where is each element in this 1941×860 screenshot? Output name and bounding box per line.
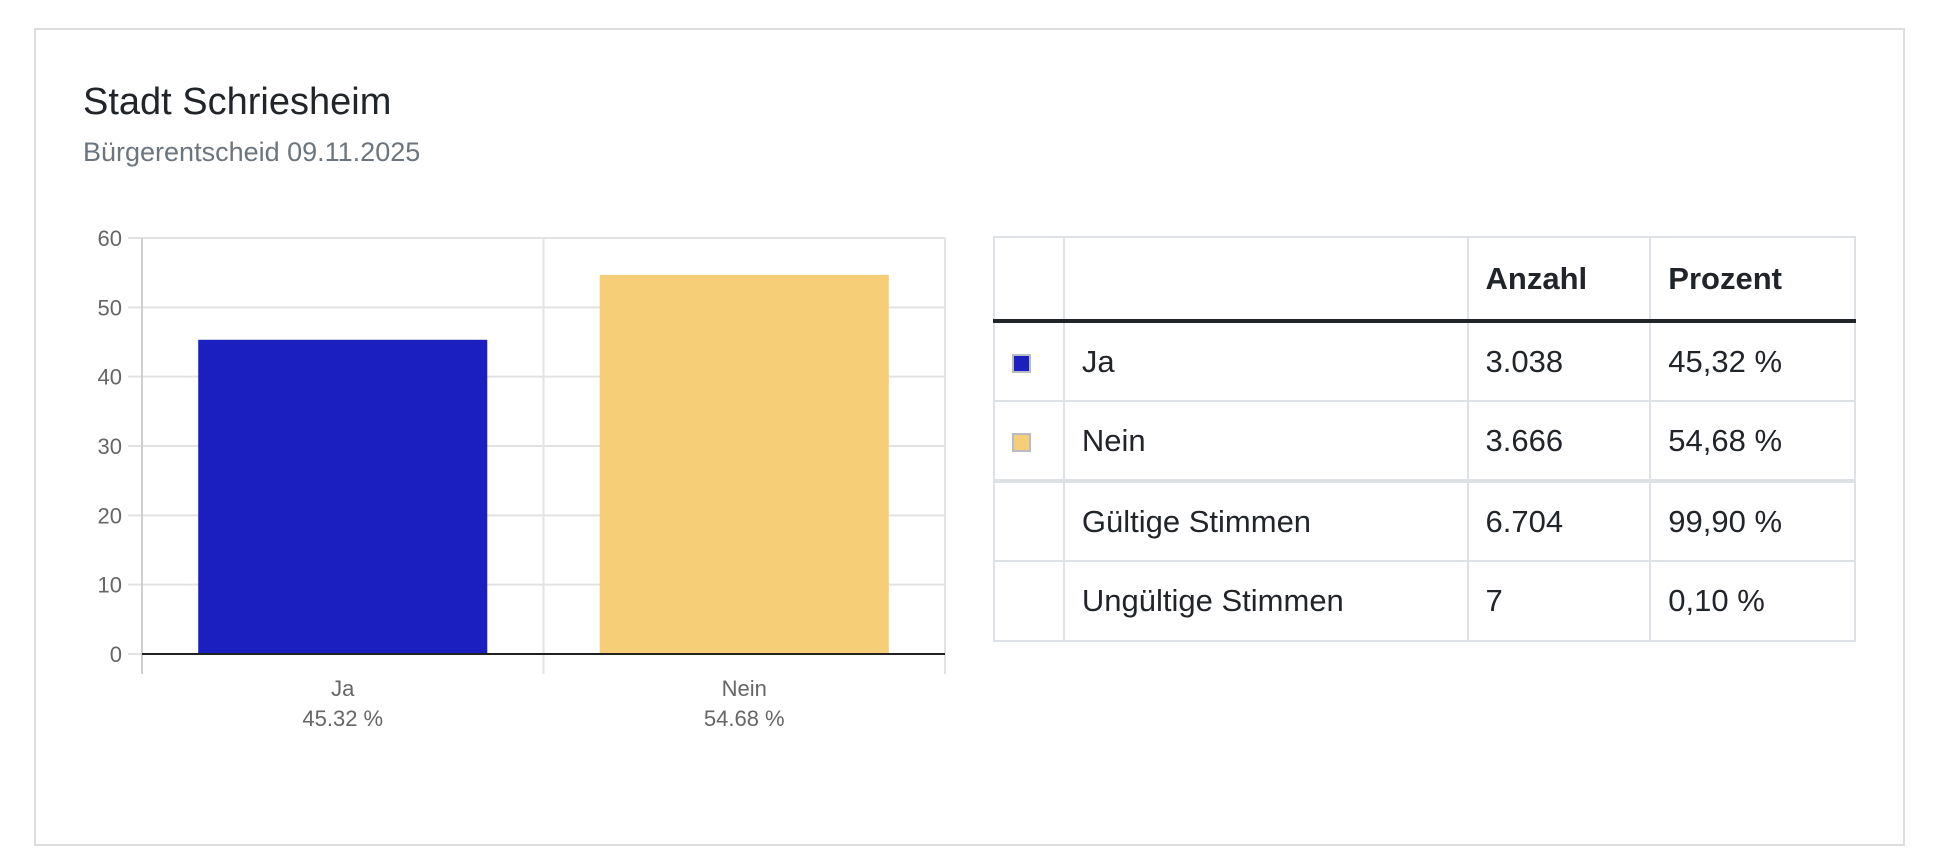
y-tick-label: 60 [98, 226, 122, 251]
y-tick-label: 30 [98, 434, 122, 459]
header-percent: Prozent [1649, 236, 1856, 323]
y-tick-label: 50 [98, 295, 122, 320]
bars [198, 274, 889, 654]
y-tick-label: 20 [98, 503, 122, 528]
data-label: 45.32 % [302, 706, 383, 731]
row-count: 3.666 [1466, 400, 1652, 483]
row-count: 3.038 [1466, 320, 1652, 402]
x-tick-label: Nein [722, 676, 767, 701]
header-label [1062, 236, 1469, 323]
page-title: Stadt Schriesheim [83, 81, 392, 123]
bar-chart: 0 10 20 30 40 50 60 Ja 45.32 % Nein 54.68 % [98, 226, 946, 731]
bar-nein [599, 274, 889, 654]
swatch-cell [993, 320, 1065, 402]
x-tick-label: Ja [331, 676, 355, 701]
y-tick-label: 40 [98, 365, 122, 390]
row-label: Gültige Stimmen [1062, 480, 1469, 562]
y-tick-label: 10 [98, 573, 122, 598]
header-swatch [993, 236, 1065, 323]
bar-ja [198, 339, 488, 654]
row-count: 6.704 [1466, 480, 1652, 562]
row-label: Ja [1062, 320, 1469, 402]
row-count: 7 [1466, 560, 1652, 642]
y-tick-label: 0 [110, 642, 122, 667]
table-row-valid-votes: Gültige Stimmen 6.704 99,90 % [993, 480, 1856, 562]
table-row-invalid-votes: Ungültige Stimmen 7 0,10 % [993, 560, 1856, 642]
header-count: Anzahl [1466, 236, 1652, 323]
color-swatch-nein [1012, 432, 1031, 452]
y-axis: 0 10 20 30 40 50 60 [98, 226, 122, 667]
table-row-ja: Ja 3.038 45,32 % [993, 320, 1856, 402]
color-swatch-ja [1012, 353, 1031, 373]
swatch-cell [993, 400, 1065, 483]
row-percent: 54,68 % [1649, 400, 1856, 483]
row-percent: 0,10 % [1649, 560, 1856, 642]
row-percent: 99,90 % [1649, 480, 1856, 562]
row-label: Nein [1062, 400, 1469, 483]
swatch-cell [993, 560, 1065, 642]
table-row-nein: Nein 3.666 54,68 % [993, 400, 1856, 483]
page-subtitle: Bürgerentscheid 09.11.2025 [83, 137, 421, 167]
row-label: Ungültige Stimmen [1062, 560, 1469, 642]
row-percent: 45,32 % [1649, 320, 1856, 402]
swatch-cell [993, 480, 1065, 562]
x-axis-labels: Ja 45.32 % Nein 54.68 % [302, 676, 784, 731]
table-header-row: Anzahl Prozent [993, 236, 1856, 323]
data-label: 54.68 % [704, 706, 785, 731]
results-table: Anzahl Prozent Ja 3.038 45,32 % Nein 3.6… [993, 236, 1856, 642]
